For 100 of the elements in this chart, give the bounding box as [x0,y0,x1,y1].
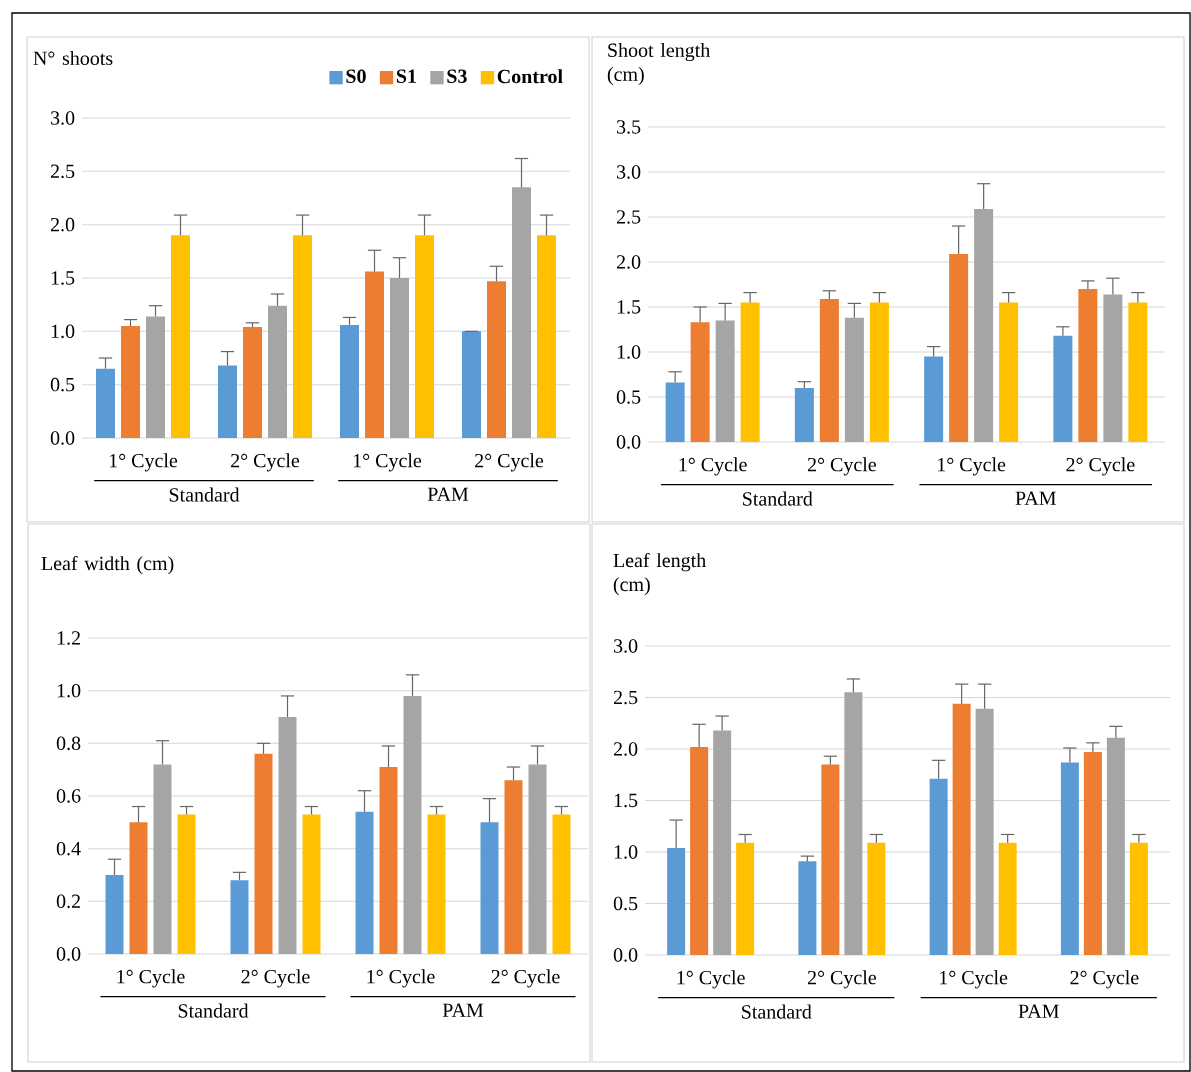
bar [794,387,814,442]
bar [504,780,523,954]
y-tick-label: 2.5 [50,164,75,179]
bar [537,235,557,438]
bar [821,764,840,955]
bar [929,778,948,955]
bar [1060,762,1079,955]
text: PAM [442,1003,484,1017]
bar [736,842,755,955]
x-tick-label: 2° Cycle [807,970,876,989]
bar [230,880,249,954]
chart-title: Leaf length (cm) [613,552,706,596]
bar [740,302,760,442]
bar [365,271,385,438]
bar [146,316,166,438]
bar [243,327,262,438]
y-tick-label: 0.6 [56,789,81,803]
y-tick-label: 3.0 [614,639,638,653]
x-tick-label: 2° Cycle [807,457,876,476]
text: PAM [427,487,469,501]
x-tick-label: 2° Cycle [241,969,310,988]
text: Standard [743,491,813,506]
y-tick-label: 1.0 [614,845,638,859]
y-tick-label: 2.0 [613,742,638,756]
y-tick-label: 2.5 [613,690,638,705]
bar [96,368,116,438]
bar [1128,302,1148,442]
y-tick-label: 0.8 [56,736,81,751]
y-tick-label: 3.5 [617,120,641,134]
y-tick-label: 2.0 [50,217,75,232]
y-tick-label: 2.5 [616,210,641,224]
bar [974,208,994,442]
y-tick-label: 0.5 [616,390,641,404]
x-tick-label: 2° Cycle [475,453,544,472]
x-tick-label: 2° Cycle [491,969,560,988]
bar [690,322,710,442]
x-tick-label: 1° Cycle [679,457,747,476]
bar [924,356,944,442]
y-tick-label: 0.0 [56,947,81,961]
bar [355,811,374,954]
bar [462,331,482,438]
bar [998,842,1017,955]
bar [1078,289,1098,442]
bar [552,814,571,954]
bar [153,764,172,954]
bar [302,814,321,954]
bar [512,187,532,438]
bar [869,302,889,442]
y-tick-label: 1.0 [51,324,75,339]
x-tick-label: 1° Cycle [353,453,422,472]
y-tick-label: 0.0 [613,948,638,962]
bar [403,695,422,954]
x-tick-label: 1° Cycle [109,453,178,472]
bar [487,281,507,438]
legend-label: S1 [396,69,416,83]
bar [667,847,686,955]
bar [340,324,360,438]
bar [171,235,191,438]
x-tick-label: 1° Cycle [117,969,185,988]
chart-title: Shoot length (cm) [607,42,711,86]
bar [690,746,709,955]
bar [844,692,863,955]
y-tick-label: 0.0 [616,435,641,449]
bar [798,861,817,955]
chart-title: N° shoots [33,50,113,65]
x-tick-label: 2° Cycle [1070,970,1139,989]
bar [1083,752,1102,955]
bar [1129,842,1148,955]
text: PAM [1015,491,1056,505]
bar [715,320,735,442]
text: PAM [1018,1004,1059,1018]
chart-title: Leaf width (cm) [41,555,174,575]
y-tick-label: 1.0 [57,683,81,698]
y-tick-label: 0.0 [50,431,75,445]
x-tick-label: 1° Cycle [938,457,1006,476]
y-tick-label: 0.4 [56,841,81,856]
bar [379,767,398,954]
legend-label: Control [497,69,563,84]
text: Standard [178,1003,249,1018]
bar [867,842,886,955]
bar [844,317,864,442]
bar [975,708,994,955]
y-tick-label: 1.5 [617,300,641,314]
y-tick-label: 2.0 [616,255,641,269]
bar [528,764,547,954]
bar [278,717,297,954]
x-tick-label: 2° Cycle [231,453,300,472]
x-tick-label: 1° Cycle [367,969,435,988]
bar [952,703,971,955]
bar [268,305,288,438]
x-tick-label: 1° Cycle [940,970,1008,989]
text: Standard [742,1004,812,1019]
legend-label: S0 [346,69,366,83]
y-tick-label: 3.0 [51,111,75,125]
bar [1103,294,1123,442]
y-tick-label: 3.0 [617,165,641,179]
x-tick-label: 1° Cycle [677,970,745,989]
bar [819,298,839,442]
y-tick-label: 1.0 [617,345,641,359]
bar [121,326,141,438]
